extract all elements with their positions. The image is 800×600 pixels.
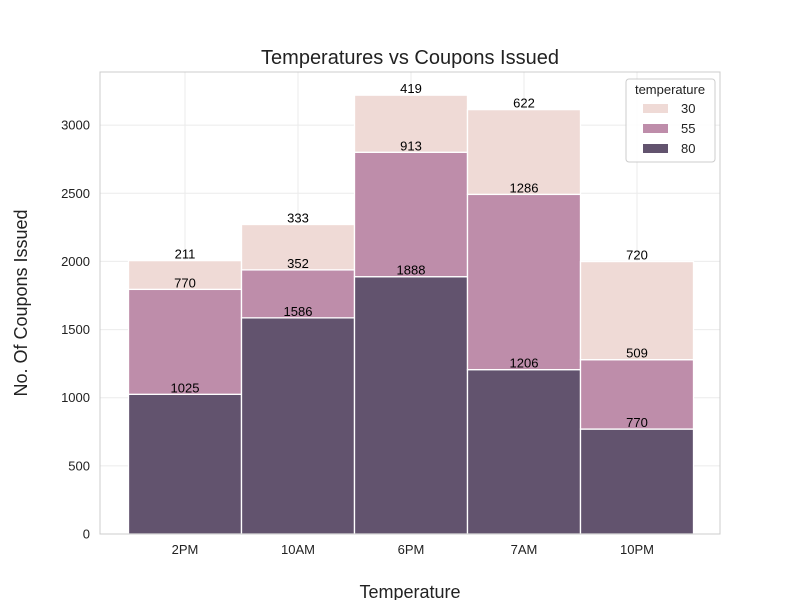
legend-swatch-55 (643, 124, 668, 133)
y-tick-label: 500 (68, 458, 90, 473)
y-tick-label: 2500 (61, 186, 90, 201)
y-tick-label: 3000 (61, 118, 90, 133)
y-tick-label: 0 (83, 527, 90, 542)
bar-segment-55 (579, 359, 695, 430)
bar-segment-80 (466, 368, 582, 535)
bar-value-label: 913 (400, 138, 422, 153)
x-tick-label: 6PM (398, 542, 425, 557)
y-tick-label: 1000 (61, 390, 90, 405)
legend-label: 80 (681, 141, 695, 156)
bar-segment-80 (353, 276, 469, 535)
legend-swatch-80 (643, 144, 668, 153)
bar-segment-30 (466, 108, 582, 196)
y-tick-label: 2000 (61, 254, 90, 269)
bar-segment-80 (579, 428, 695, 535)
x-axis-title: Temperature (359, 582, 460, 600)
x-tick-label: 2PM (172, 542, 199, 557)
bar-segment-55 (466, 193, 582, 371)
bar-value-labels: 1025 770 211 1586 352 333 1888 913 419 1206 1286 62… (171, 81, 648, 430)
plot-frame (99, 71, 721, 535)
bar-segment-30 (579, 260, 695, 361)
bar-segment-55 (127, 288, 243, 395)
bar-value-label: 333 (287, 211, 309, 226)
bar-segment-80 (127, 393, 243, 535)
bar-value-label: 419 (400, 81, 422, 96)
x-tick-label: 10AM (281, 542, 315, 557)
bar-value-label: 1206 (510, 356, 539, 371)
bar-segment-80 (240, 317, 356, 535)
y-tick-label: 1500 (61, 322, 90, 337)
x-tick-label: 7AM (511, 542, 538, 557)
legend-swatch-30 (643, 104, 668, 113)
x-tick-label: 10PM (620, 542, 654, 557)
y-axis-ticks: 0 500 1000 1500 2000 2500 3000 (61, 118, 90, 542)
bar-value-label: 622 (513, 96, 535, 111)
legend-label: 30 (681, 101, 695, 116)
bar-segment-30 (240, 223, 356, 271)
bar-value-label: 770 (626, 415, 648, 430)
bar-value-label: 1586 (284, 304, 313, 319)
bar-segment-30 (353, 94, 469, 153)
bar-value-label: 211 (175, 247, 196, 262)
bar-segment-55 (240, 269, 356, 319)
bar-segment-55 (353, 151, 469, 278)
chart-title: Temperatures vs Coupons Issued (261, 47, 559, 69)
bar-value-label: 1286 (510, 180, 539, 195)
bar-segment-30 (127, 259, 243, 291)
bar-value-label: 770 (174, 275, 196, 290)
bar-value-label: 1025 (171, 380, 200, 395)
bar-value-label: 720 (626, 248, 648, 263)
bar-value-label: 1888 (397, 263, 426, 278)
legend-title: temperature (635, 82, 705, 97)
legend-label: 55 (681, 121, 695, 136)
bar-value-label: 509 (626, 346, 648, 361)
bars (127, 94, 695, 535)
legend-box (625, 78, 716, 163)
y-axis-title: No. Of Coupons Issued (11, 209, 31, 396)
bar-value-label: 352 (287, 256, 309, 271)
legend: temperature 30 55 80 (625, 78, 716, 163)
x-axis-ticks: 2PM 10AM 6PM 7AM 10PM (172, 542, 654, 557)
